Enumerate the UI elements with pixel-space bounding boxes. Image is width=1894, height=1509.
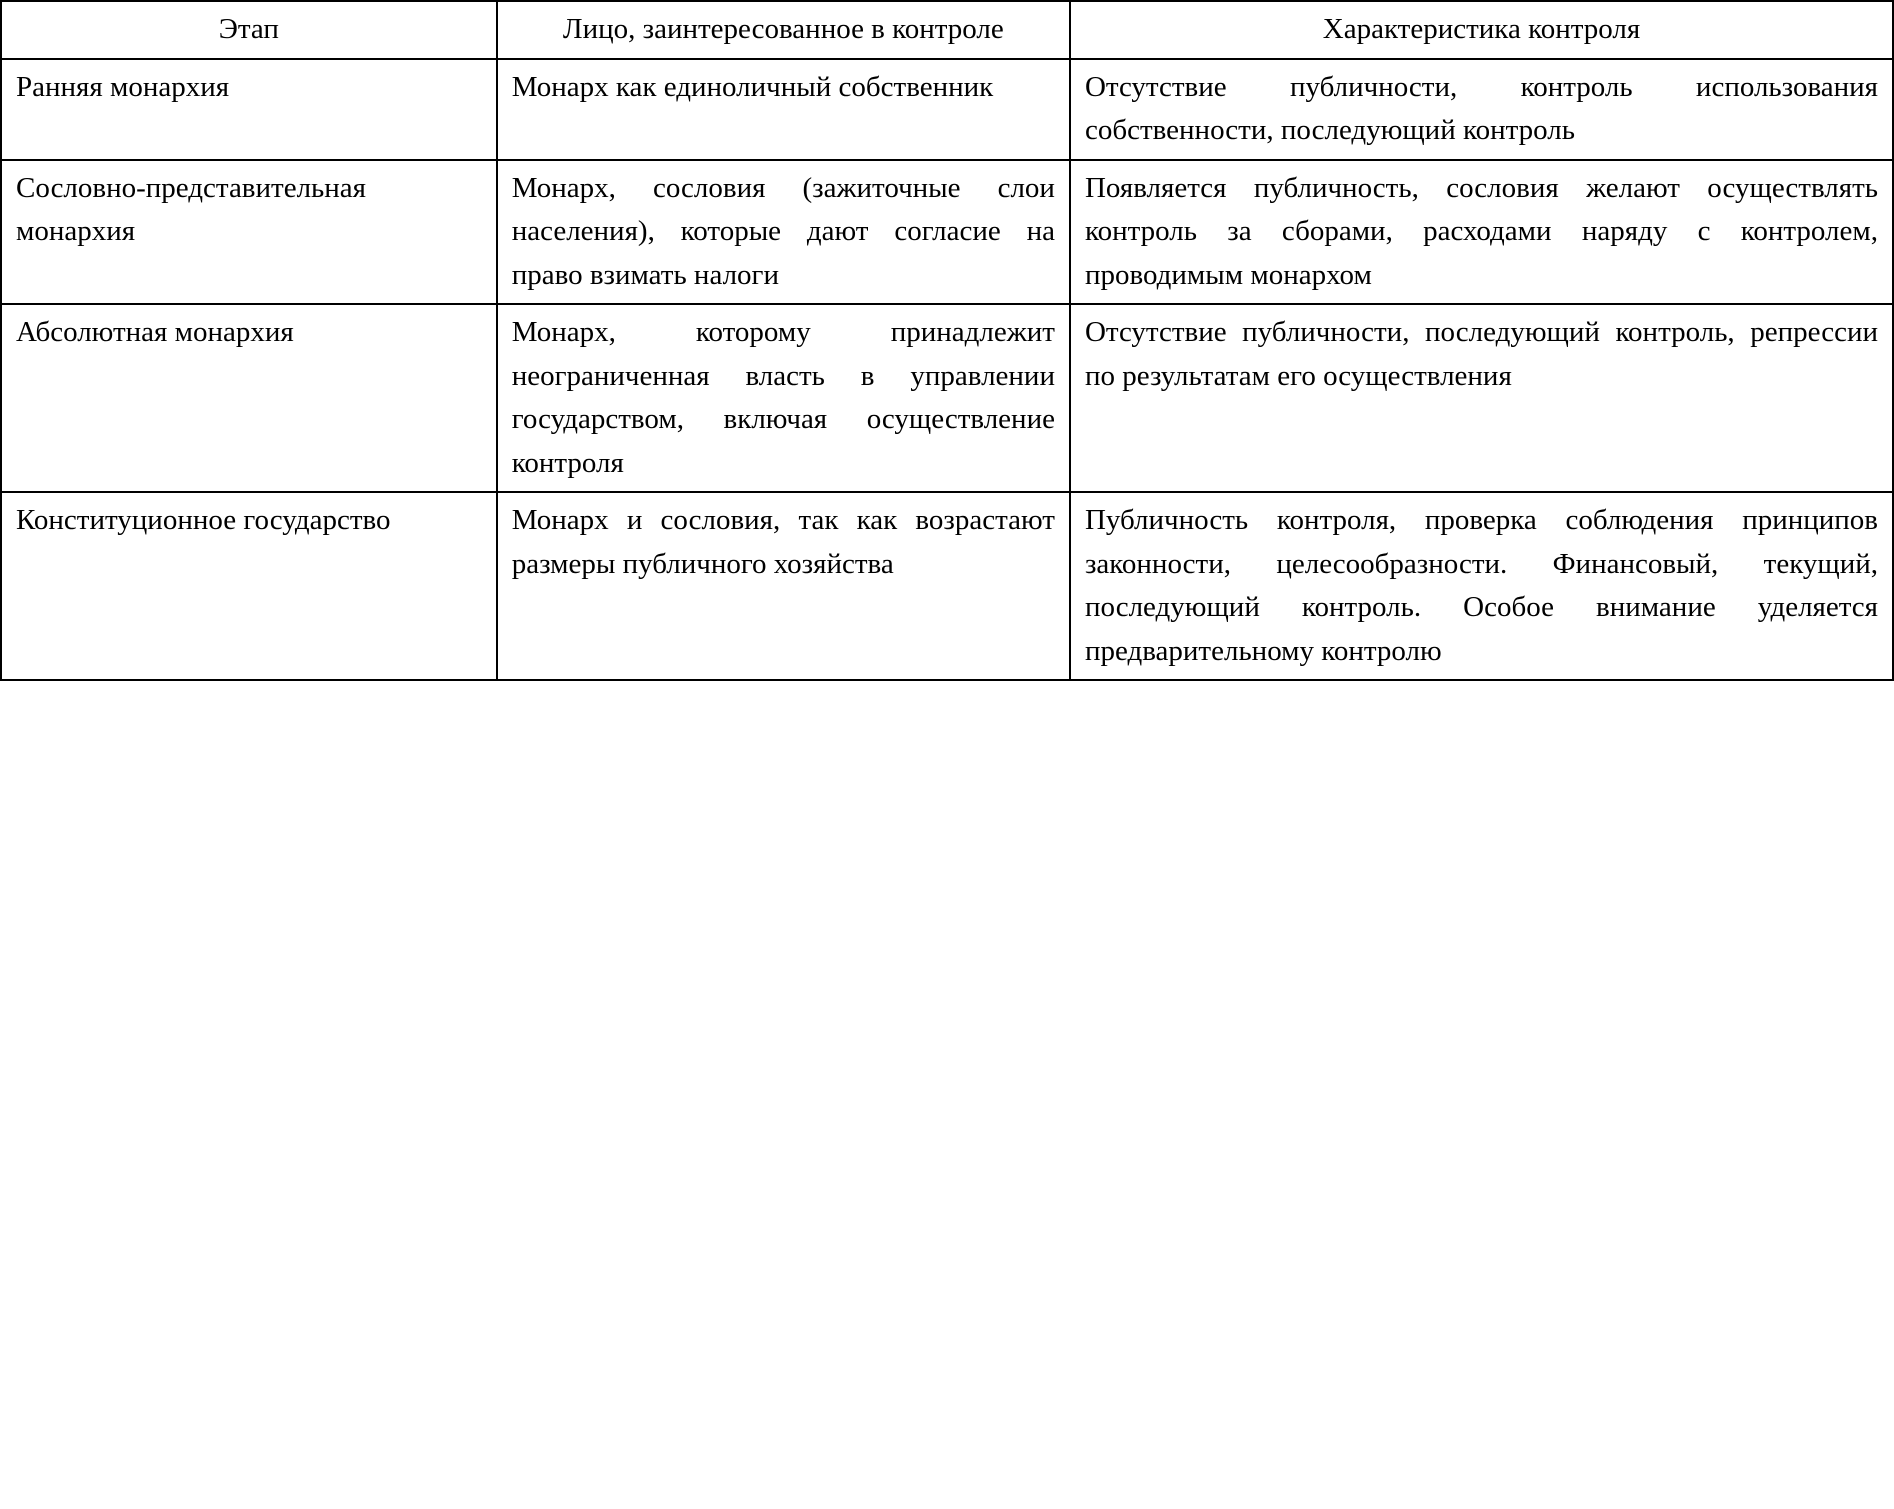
header-characteristic: Характеристика контроля (1070, 1, 1893, 59)
header-person: Лицо, заинтересованное в контроле (497, 1, 1070, 59)
cell-stage-1: Сословно-представительная монархия (1, 160, 497, 305)
table-row: Сословно-представительная монархия Монар… (1, 160, 1893, 305)
cell-characteristic-1: Появляется публичность, сословия желают … (1070, 160, 1893, 305)
table-row: Абсолютная монархия Монарх, которому при… (1, 304, 1893, 492)
table-row: Ранняя монархия Монарх как единолич­ный … (1, 59, 1893, 160)
cell-person-1: Монарх, сословия (за­житочные слои насел… (497, 160, 1070, 305)
table-body: Этап Лицо, заинтересованное в контроле Х… (1, 1, 1893, 680)
cell-person-0: Монарх как единолич­ный собственник (497, 59, 1070, 160)
cell-person-2: Монарх, которому при­надлежит неограниче… (497, 304, 1070, 492)
main-table: Этап Лицо, заинтересованное в контроле Х… (0, 0, 1894, 681)
cell-stage-3: Конституционное государство (1, 492, 497, 680)
cell-characteristic-3: Публичность контроля, про­верка соблюден… (1070, 492, 1893, 680)
cell-characteristic-2: Отсутствие публичности, последующий конт… (1070, 304, 1893, 492)
header-stage: Этап (1, 1, 497, 59)
cell-characteristic-0: Отсутствие публичности, контроль использ… (1070, 59, 1893, 160)
cell-stage-2: Абсолютная монархия (1, 304, 497, 492)
cell-stage-0: Ранняя монархия (1, 59, 497, 160)
cell-person-3: Монарх и сословия, так как возрастают ра… (497, 492, 1070, 680)
table-header-row: Этап Лицо, заинтересованное в контроле Х… (1, 1, 1893, 59)
table-row: Конституционное государство Монарх и сос… (1, 492, 1893, 680)
